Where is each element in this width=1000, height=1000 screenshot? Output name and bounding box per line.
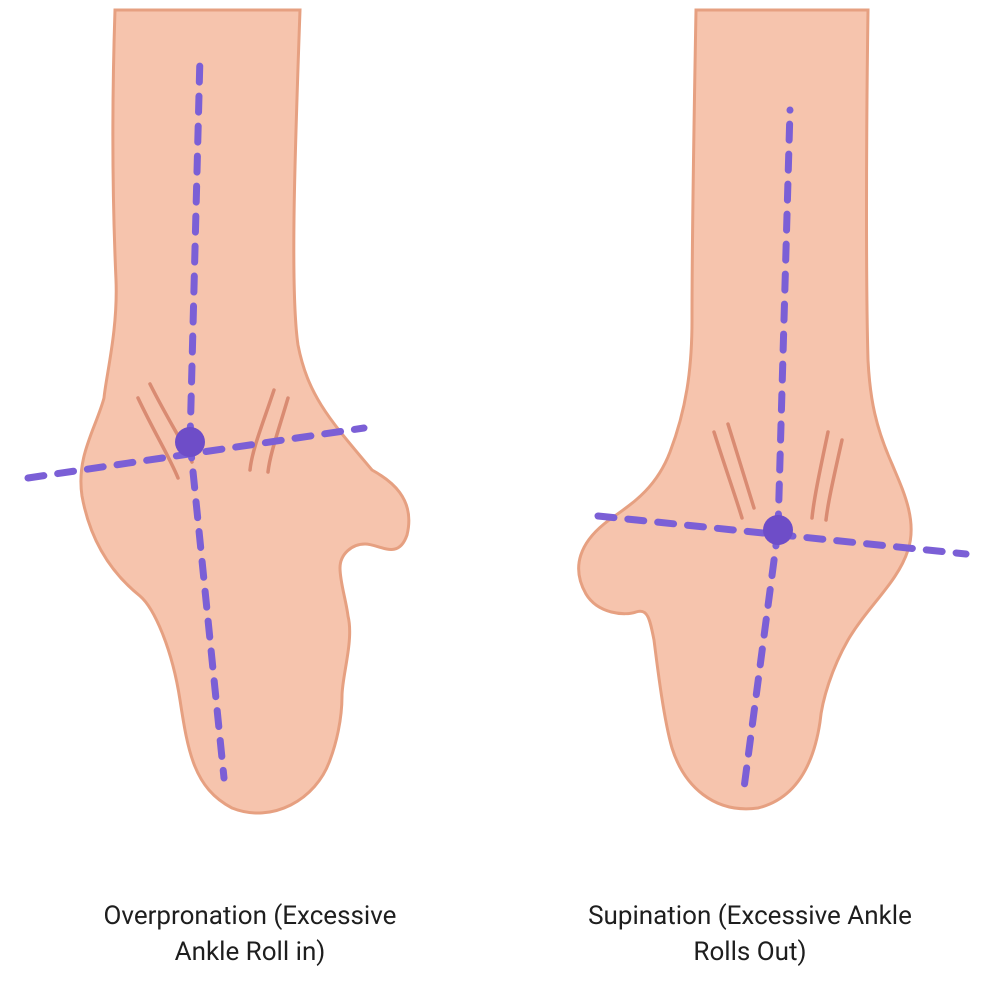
right-caption-line2: Rolls Out) [693,937,806,967]
left-caption-line1: Overpronation (Excessive [104,901,397,931]
left-caption-line2: Ankle Roll in) [175,937,326,967]
left-pivot-dot [175,427,205,457]
pronation-diagram: Overpronation (Excessive Ankle Roll in) … [0,0,1000,1000]
left-foot-illustration [28,10,409,813]
right-pivot-dot [763,515,793,545]
right-caption-line1: Supination (Excessive Ankle [588,901,912,931]
left-caption: Overpronation (Excessive Ankle Roll in) [60,898,440,971]
diagram-svg [0,0,1000,1000]
right-caption: Supination (Excessive Ankle Rolls Out) [540,898,960,971]
right-foot-illustration [579,10,966,809]
